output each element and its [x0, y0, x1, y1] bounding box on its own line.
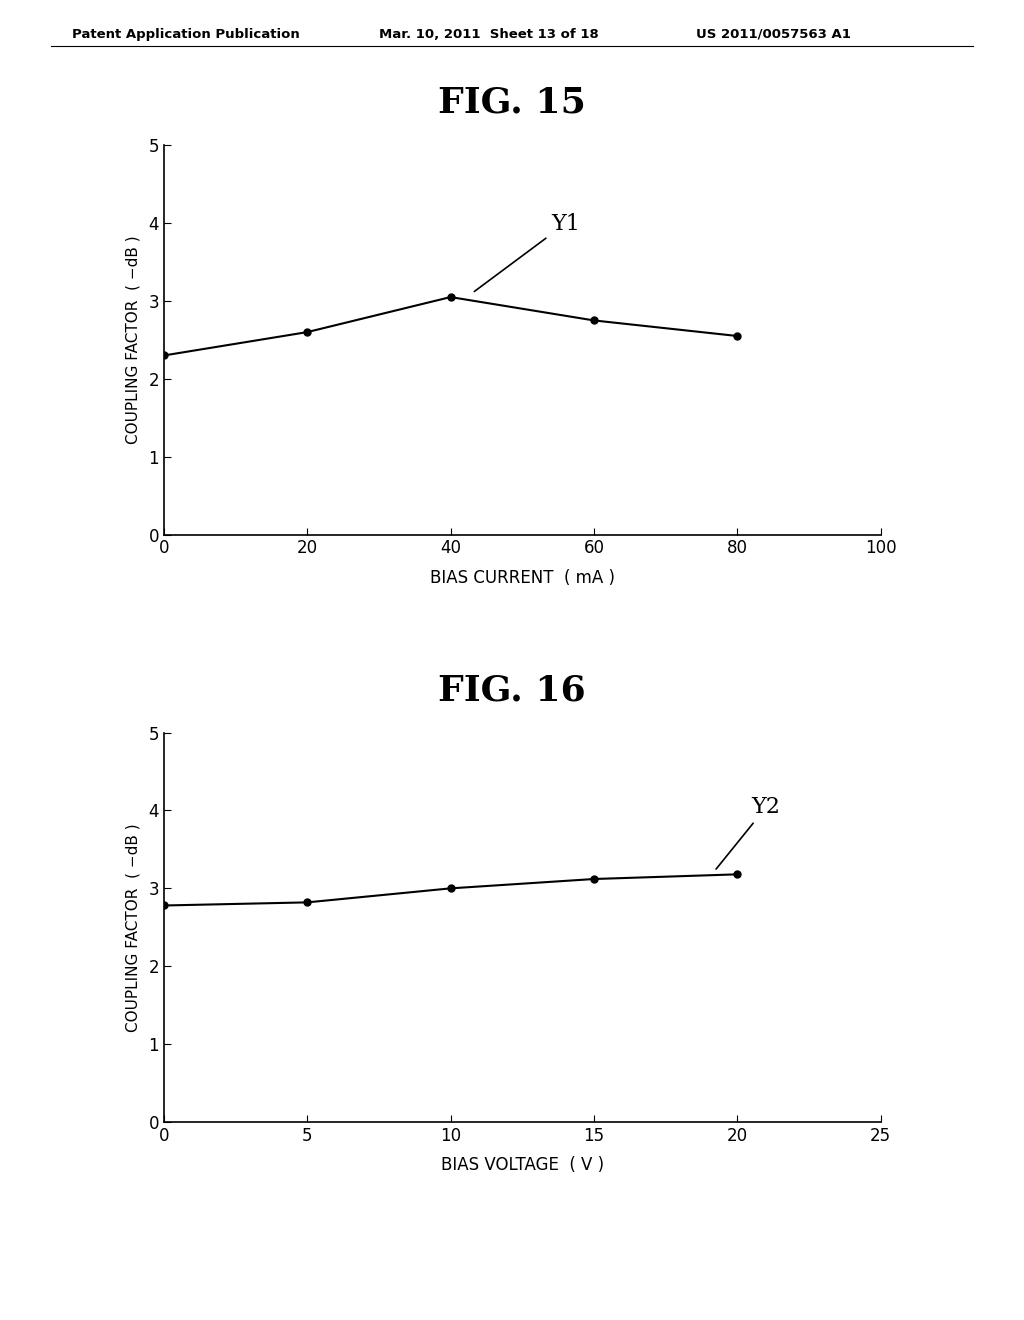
X-axis label: BIAS VOLTAGE  ( V ): BIAS VOLTAGE ( V ) [440, 1156, 604, 1173]
Text: FIG. 15: FIG. 15 [438, 86, 586, 120]
Y-axis label: COUPLING FACTOR  ( −dB ): COUPLING FACTOR ( −dB ) [125, 822, 140, 1032]
X-axis label: BIAS CURRENT  ( mA ): BIAS CURRENT ( mA ) [430, 569, 614, 586]
Text: Mar. 10, 2011  Sheet 13 of 18: Mar. 10, 2011 Sheet 13 of 18 [379, 28, 599, 41]
Text: Y2: Y2 [716, 796, 780, 869]
Text: Y1: Y1 [474, 213, 580, 292]
Text: FIG. 16: FIG. 16 [438, 673, 586, 708]
Y-axis label: COUPLING FACTOR  ( −dB ): COUPLING FACTOR ( −dB ) [125, 235, 140, 445]
Text: Patent Application Publication: Patent Application Publication [72, 28, 299, 41]
Text: US 2011/0057563 A1: US 2011/0057563 A1 [696, 28, 851, 41]
